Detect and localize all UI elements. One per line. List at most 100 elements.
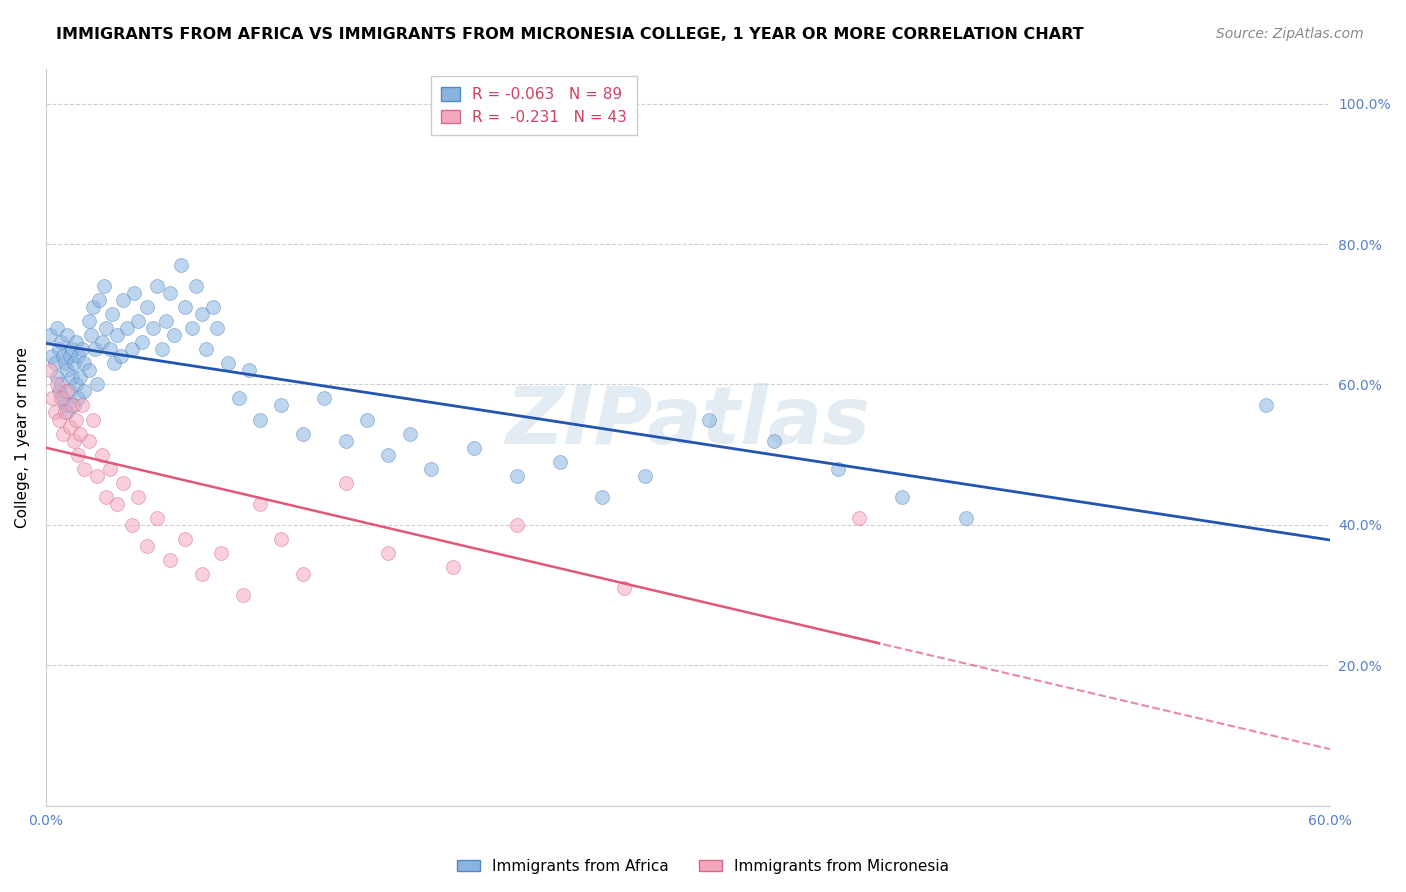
Point — [60, 399, 83, 413]
Point — [228, 392, 250, 406]
Point — [53, 405, 76, 419]
Point — [67, 392, 90, 406]
Point — [65, 335, 87, 350]
Point — [58, 384, 80, 399]
Point — [90, 448, 112, 462]
Point — [48, 412, 70, 426]
Point — [77, 363, 100, 377]
Point — [191, 566, 214, 581]
Point — [62, 356, 84, 370]
Point — [1254, 399, 1277, 413]
Point — [377, 546, 399, 560]
Legend: R = -0.063   N = 89, R =  -0.231   N = 43: R = -0.063 N = 89, R = -0.231 N = 43 — [430, 76, 637, 136]
Point — [52, 349, 75, 363]
Point — [163, 328, 186, 343]
Point — [98, 461, 121, 475]
Text: Source: ZipAtlas.com: Source: ZipAtlas.com — [1216, 27, 1364, 41]
Point — [174, 300, 197, 314]
Point — [56, 384, 79, 399]
Point — [159, 553, 181, 567]
Point — [110, 349, 132, 363]
Point — [249, 412, 271, 426]
Point — [463, 441, 485, 455]
Point — [174, 532, 197, 546]
Y-axis label: College, 1 year or more: College, 1 year or more — [15, 347, 30, 527]
Point — [195, 343, 218, 357]
Point — [205, 321, 228, 335]
Point — [73, 461, 96, 475]
Point — [170, 258, 193, 272]
Point — [762, 434, 785, 448]
Point — [52, 392, 75, 406]
Point — [135, 300, 157, 314]
Point — [69, 426, 91, 441]
Point — [103, 356, 125, 370]
Point — [44, 405, 66, 419]
Point — [41, 392, 63, 406]
Point — [67, 448, 90, 462]
Point — [48, 384, 70, 399]
Point — [105, 497, 128, 511]
Point — [52, 426, 75, 441]
Point — [848, 510, 870, 524]
Point — [356, 412, 378, 426]
Point — [131, 335, 153, 350]
Point — [142, 321, 165, 335]
Point — [86, 377, 108, 392]
Point — [111, 475, 134, 490]
Text: IMMIGRANTS FROM AFRICA VS IMMIGRANTS FROM MICRONESIA COLLEGE, 1 YEAR OR MORE COR: IMMIGRANTS FROM AFRICA VS IMMIGRANTS FRO… — [56, 27, 1084, 42]
Point — [58, 419, 80, 434]
Point — [73, 384, 96, 399]
Point — [62, 434, 84, 448]
Point — [891, 490, 914, 504]
Point — [201, 300, 224, 314]
Point — [211, 546, 233, 560]
Point — [398, 426, 420, 441]
Point — [146, 279, 169, 293]
Point — [613, 581, 636, 595]
Text: ZIPatlas: ZIPatlas — [506, 384, 870, 461]
Legend: Immigrants from Africa, Immigrants from Micronesia: Immigrants from Africa, Immigrants from … — [450, 853, 956, 880]
Point — [121, 517, 143, 532]
Point — [111, 293, 134, 308]
Point — [232, 588, 254, 602]
Point — [291, 566, 314, 581]
Point — [105, 328, 128, 343]
Point — [634, 468, 657, 483]
Point — [45, 370, 67, 384]
Point — [67, 349, 90, 363]
Point — [60, 343, 83, 357]
Point — [101, 307, 124, 321]
Point — [591, 490, 613, 504]
Point — [94, 321, 117, 335]
Point — [270, 532, 292, 546]
Point — [45, 377, 67, 392]
Point — [58, 349, 80, 363]
Point — [82, 412, 104, 426]
Point — [49, 335, 72, 350]
Point — [191, 307, 214, 321]
Point — [699, 412, 721, 426]
Point — [89, 293, 111, 308]
Point — [98, 343, 121, 357]
Point — [150, 343, 173, 357]
Point — [377, 448, 399, 462]
Point — [62, 399, 84, 413]
Point — [48, 343, 70, 357]
Point — [314, 392, 336, 406]
Point — [548, 455, 571, 469]
Point — [80, 328, 103, 343]
Point — [146, 510, 169, 524]
Point — [291, 426, 314, 441]
Point — [93, 279, 115, 293]
Point — [56, 405, 79, 419]
Point — [84, 343, 107, 357]
Point — [955, 510, 977, 524]
Point — [238, 363, 260, 377]
Point — [270, 399, 292, 413]
Point — [69, 370, 91, 384]
Point — [217, 356, 239, 370]
Point — [65, 412, 87, 426]
Point — [184, 279, 207, 293]
Point — [39, 328, 62, 343]
